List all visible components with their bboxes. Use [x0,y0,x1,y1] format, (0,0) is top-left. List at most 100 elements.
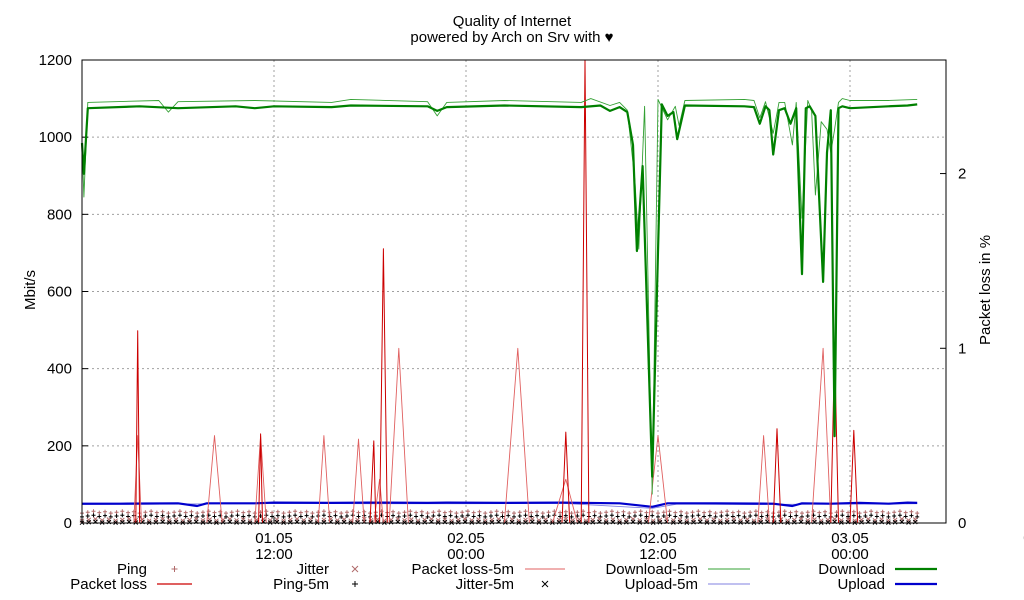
marker-ping [333,509,338,514]
marker-ping-5m [546,514,551,519]
marker-ping-5m [183,514,188,519]
marker-ping-5m [563,513,568,518]
marker-ping [604,510,609,515]
marker-ping [235,509,240,514]
legend-swatch [541,580,549,588]
marker-ping [310,511,315,516]
marker-ping [794,509,799,514]
marker-ping [195,511,200,516]
marker-ping [460,510,465,515]
marker-ping-5m [679,513,684,518]
marker-jitter-5m [402,520,407,525]
marker-ping [840,509,845,514]
marker-jitter-5m [388,519,394,525]
series-line-packet-loss-5m [82,347,832,524]
marker-ping [488,510,493,515]
marker-ping [661,510,666,515]
marker-jitter-5m [623,519,629,525]
marker-ping-5m [748,514,753,519]
marker-ping-5m [794,513,799,518]
marker-ping-5m [333,513,338,518]
marker-ping-5m [696,513,701,518]
marker-ping-5m [725,513,730,518]
x-tick-label-day: 01.05 [255,530,293,547]
marker-ping [782,509,787,514]
marker-ping-5m [880,513,885,518]
marker-ping-5m [782,513,787,518]
marker-ping [517,510,522,515]
marker-jitter-5m [523,519,528,525]
marker-ping-5m [581,513,586,518]
marker-ping [108,511,113,516]
marker-ping-5m [103,513,108,518]
marker-ping [846,510,851,515]
marker-ping-5m [886,514,891,519]
marker-ping-5m [414,514,419,519]
marker-jitter-5m [637,520,643,525]
marker-ping-5m [569,514,574,519]
marker-ping [293,509,298,514]
marker-ping [327,510,332,515]
marker-ping-5m [356,514,361,519]
y-tick-label: 0 [64,515,72,532]
marker-ping-5m [851,513,856,518]
marker-ping-5m [535,513,540,518]
grid [82,60,946,523]
marker-ping [442,510,447,515]
marker-jitter-5m [469,520,475,525]
x-tick-label-day: 03.05 [831,530,869,547]
marker-jitter-5m [724,519,730,525]
marker-ping [316,510,321,515]
marker-ping-5m [823,513,828,518]
marker-ping [114,510,119,515]
legend-label-upload-5m: Upload-5m [625,576,698,593]
marker-ping [684,511,689,516]
chart-title: Quality of Internet [453,13,572,30]
marker-ping [656,511,660,516]
plot-border [81,59,947,524]
marker-ping-5m [707,513,712,518]
marker-ping [149,509,154,514]
marker-ping-5m [759,514,764,519]
marker-jitter-5m [839,520,844,525]
marker-ping [857,511,862,516]
marker-ping-5m [719,514,724,519]
marker-ping-5m [419,513,424,518]
marker-jitter-5m [503,520,508,525]
marker-jitter-5m [859,519,864,525]
marker-jitter-5m [455,519,461,525]
marker-ping-5m [247,513,252,518]
marker-ping [287,510,292,515]
marker-ping-5m [604,514,609,519]
marker-ping-5m [91,513,96,518]
marker-ping-5m [742,514,747,519]
marker-ping-5m [575,514,580,519]
marker-ping-5m [788,514,793,519]
y-axis-label: Mbit/s [22,270,39,310]
marker-ping [575,510,580,515]
marker-ping [483,511,488,516]
legend-label-jitter: Jitter [296,561,329,578]
marker-ping-5m [736,513,741,518]
marker-ping-5m [592,513,597,518]
y-tick-label: 200 [47,438,72,455]
marker-ping-5m [684,514,689,519]
marker-ping [321,509,326,514]
marker-ping-5m [471,514,476,519]
marker-jitter-5m [657,519,663,525]
marker-ping [880,509,885,514]
marker-jitter-5m [892,519,898,525]
marker-ping [592,509,597,514]
marker-ping [437,509,442,514]
marker-ping-5m [298,514,303,519]
marker-ping [759,510,764,515]
marker-ping [638,509,643,514]
y2-axis-label: Packet loss in % [977,235,994,345]
marker-ping [736,509,741,514]
marker-ping [396,511,401,516]
marker-ping-5m [293,513,298,518]
marker-ping [863,510,868,515]
marker-ping-5m [638,513,643,518]
legend-label-ping-5m: Ping-5m [273,576,329,593]
